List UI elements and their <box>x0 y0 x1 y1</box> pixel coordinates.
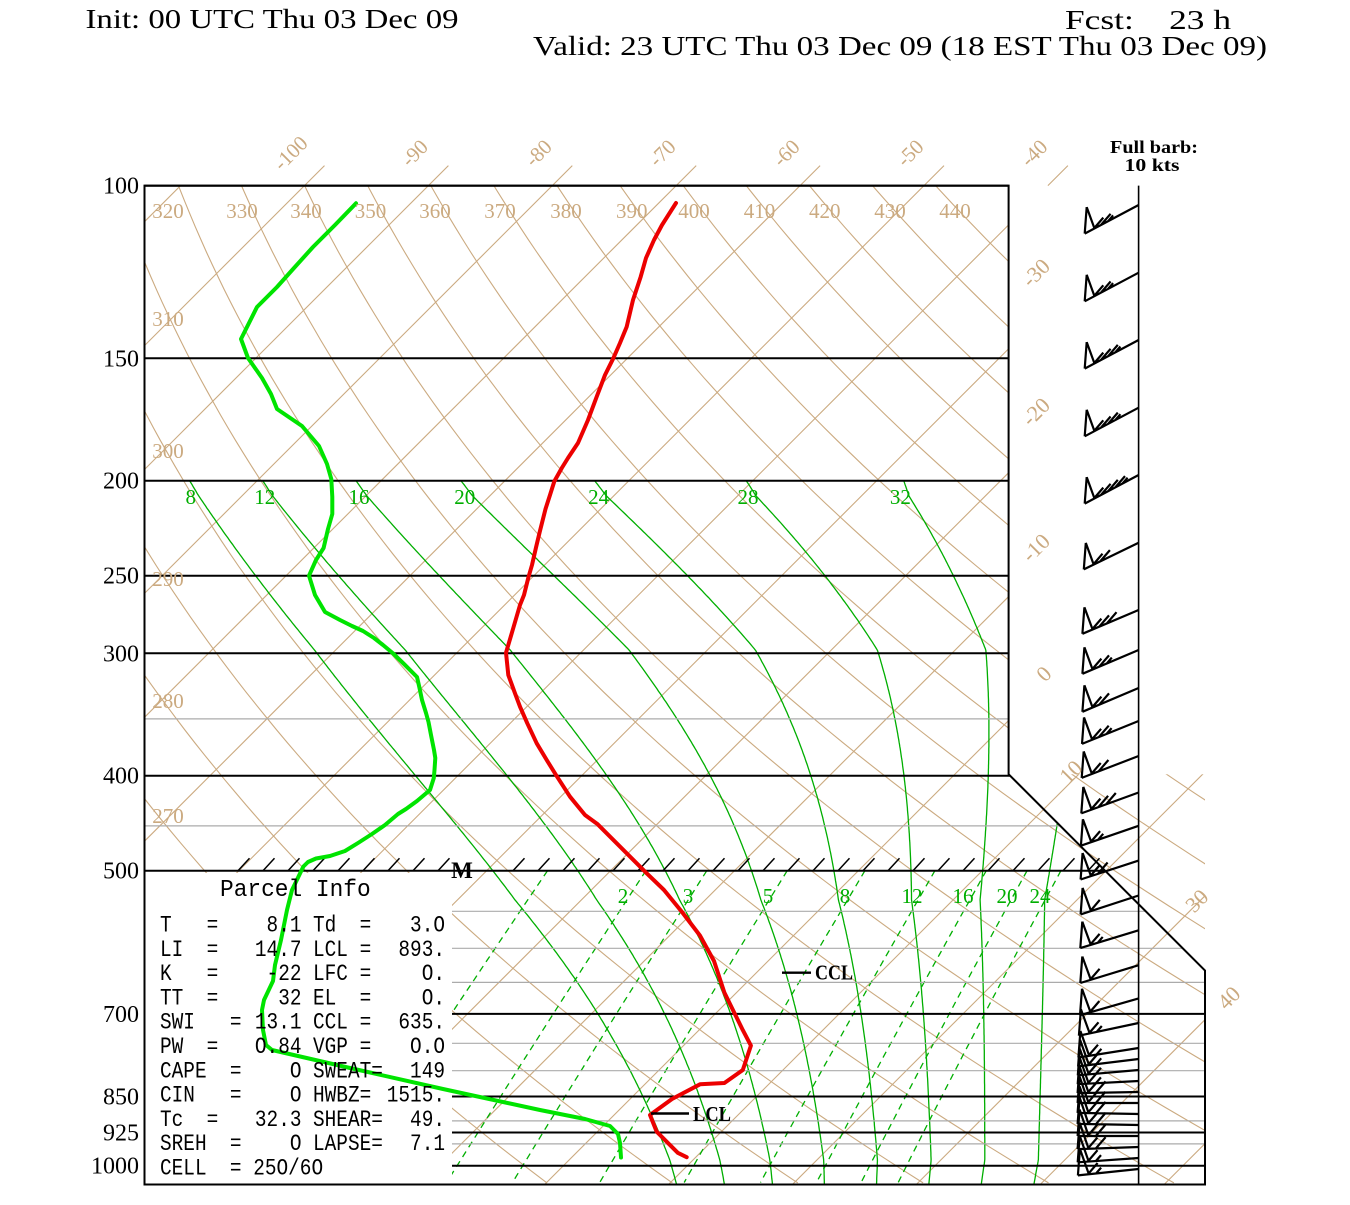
svg-text:LI =: LI = <box>160 937 218 963</box>
svg-text:430: 430 <box>874 199 906 223</box>
svg-text:500: 500 <box>103 859 139 885</box>
svg-text:400: 400 <box>103 764 139 790</box>
svg-text:300: 300 <box>152 439 184 463</box>
svg-text:LFC =: LFC = <box>313 961 371 987</box>
svg-text:CELL = 25O/6O: CELL = 25O/6O <box>160 1155 323 1181</box>
svg-text:K =: K = <box>160 961 218 987</box>
svg-text:700: 700 <box>103 1002 139 1028</box>
svg-text:28: 28 <box>738 485 759 509</box>
svg-text:32: 32 <box>278 985 301 1011</box>
svg-text:O: O <box>290 1083 302 1109</box>
svg-text:16: 16 <box>953 884 974 908</box>
svg-text:14.7: 14.7 <box>255 937 302 963</box>
svg-text:20: 20 <box>997 884 1018 908</box>
svg-text:635.: 635. <box>398 1010 445 1036</box>
svg-text:300: 300 <box>103 641 139 667</box>
svg-text:PW =: PW = <box>160 1034 218 1060</box>
svg-text:5: 5 <box>763 884 774 908</box>
svg-text:1000: 1000 <box>91 1154 139 1180</box>
svg-text:1515.: 1515. <box>387 1083 445 1109</box>
svg-text:M: M <box>451 858 473 883</box>
svg-text:310: 310 <box>152 307 184 331</box>
svg-text:LCL =: LCL = <box>313 937 371 963</box>
svg-text:320: 320 <box>152 199 184 223</box>
svg-text:Valid: 23 UTC Thu 03 Dec 09 (1: Valid: 23 UTC Thu 03 Dec 09 (18 EST Thu … <box>533 31 1267 61</box>
svg-text:8.1: 8.1 <box>267 913 302 939</box>
svg-text:TT =: TT = <box>160 985 218 1011</box>
svg-text:380: 380 <box>550 199 582 223</box>
svg-text:149: 149 <box>410 1058 445 1084</box>
svg-text:Init: 00 UTC Thu 03 Dec 09: Init: 00 UTC Thu 03 Dec 09 <box>86 4 459 34</box>
svg-text:3: 3 <box>683 884 694 908</box>
svg-text:410: 410 <box>744 199 776 223</box>
svg-text:T =: T = <box>160 913 218 939</box>
svg-text:340: 340 <box>290 199 322 223</box>
svg-text:Td =: Td = <box>313 913 371 939</box>
svg-text:SHEAR=: SHEAR= <box>313 1107 383 1133</box>
svg-text:CAPE =: CAPE = <box>160 1058 242 1084</box>
svg-text:O.O: O.O <box>410 1034 445 1060</box>
svg-text:150: 150 <box>103 346 139 372</box>
svg-text:49.: 49. <box>410 1107 445 1133</box>
svg-text:250: 250 <box>103 564 139 590</box>
svg-text:10 kts: 10 kts <box>1125 155 1180 175</box>
svg-text:VGP =: VGP = <box>313 1034 371 1060</box>
svg-text:CIN =: CIN = <box>160 1083 242 1109</box>
svg-text:925: 925 <box>103 1121 139 1147</box>
svg-text:O.: O. <box>422 985 445 1011</box>
svg-text:24: 24 <box>1030 884 1052 908</box>
svg-text:CCL =: CCL = <box>313 1010 371 1036</box>
svg-text:330: 330 <box>226 199 258 223</box>
svg-text:EL =: EL = <box>313 985 371 1011</box>
svg-text:Tc =: Tc = <box>160 1107 218 1133</box>
svg-text:LCL: LCL <box>693 1102 731 1126</box>
svg-text:2: 2 <box>618 884 629 908</box>
svg-text:-22: -22 <box>267 961 302 987</box>
svg-text:3.O: 3.O <box>410 913 445 939</box>
svg-text:HWBZ=: HWBZ= <box>313 1083 371 1109</box>
svg-text:CCL: CCL <box>815 961 853 985</box>
svg-text:32: 32 <box>890 485 911 509</box>
svg-text:370: 370 <box>484 199 516 223</box>
svg-text:O.: O. <box>422 961 445 987</box>
svg-text:LAPSE=: LAPSE= <box>313 1131 383 1157</box>
svg-text:420: 420 <box>809 199 841 223</box>
svg-text:8: 8 <box>840 884 851 908</box>
svg-text:12: 12 <box>254 485 275 509</box>
svg-text:893.: 893. <box>398 937 445 963</box>
svg-text:850: 850 <box>103 1085 139 1111</box>
svg-text:7.1: 7.1 <box>410 1131 445 1157</box>
svg-text:SWI =: SWI = <box>160 1010 242 1036</box>
svg-text:24: 24 <box>588 485 610 509</box>
svg-text:8: 8 <box>185 485 196 509</box>
svg-text:360: 360 <box>419 199 451 223</box>
svg-text:Fcst: 23 h: Fcst: 23 h <box>1065 5 1232 35</box>
svg-text:290: 290 <box>152 567 184 591</box>
svg-text:16: 16 <box>349 485 370 509</box>
svg-text:390: 390 <box>616 199 648 223</box>
svg-text:440: 440 <box>939 199 971 223</box>
svg-text:270: 270 <box>152 804 184 828</box>
svg-text:Parcel Info: Parcel Info <box>220 877 371 904</box>
svg-text:O: O <box>290 1131 302 1157</box>
svg-text:13.1: 13.1 <box>255 1010 302 1036</box>
svg-text:350: 350 <box>355 199 387 223</box>
svg-text:20: 20 <box>454 485 475 509</box>
svg-text:Full barb:: Full barb: <box>1110 137 1198 157</box>
svg-text:32.3: 32.3 <box>255 1107 302 1133</box>
svg-text:12: 12 <box>902 884 923 908</box>
svg-text:400: 400 <box>678 199 710 223</box>
svg-text:280: 280 <box>152 689 184 713</box>
svg-text:100: 100 <box>103 174 139 200</box>
svg-text:SWEAT=: SWEAT= <box>313 1058 383 1084</box>
svg-text:O.84: O.84 <box>255 1034 302 1060</box>
svg-text:O: O <box>290 1058 302 1084</box>
svg-text:SREH =: SREH = <box>160 1131 242 1157</box>
svg-text:200: 200 <box>103 469 139 495</box>
